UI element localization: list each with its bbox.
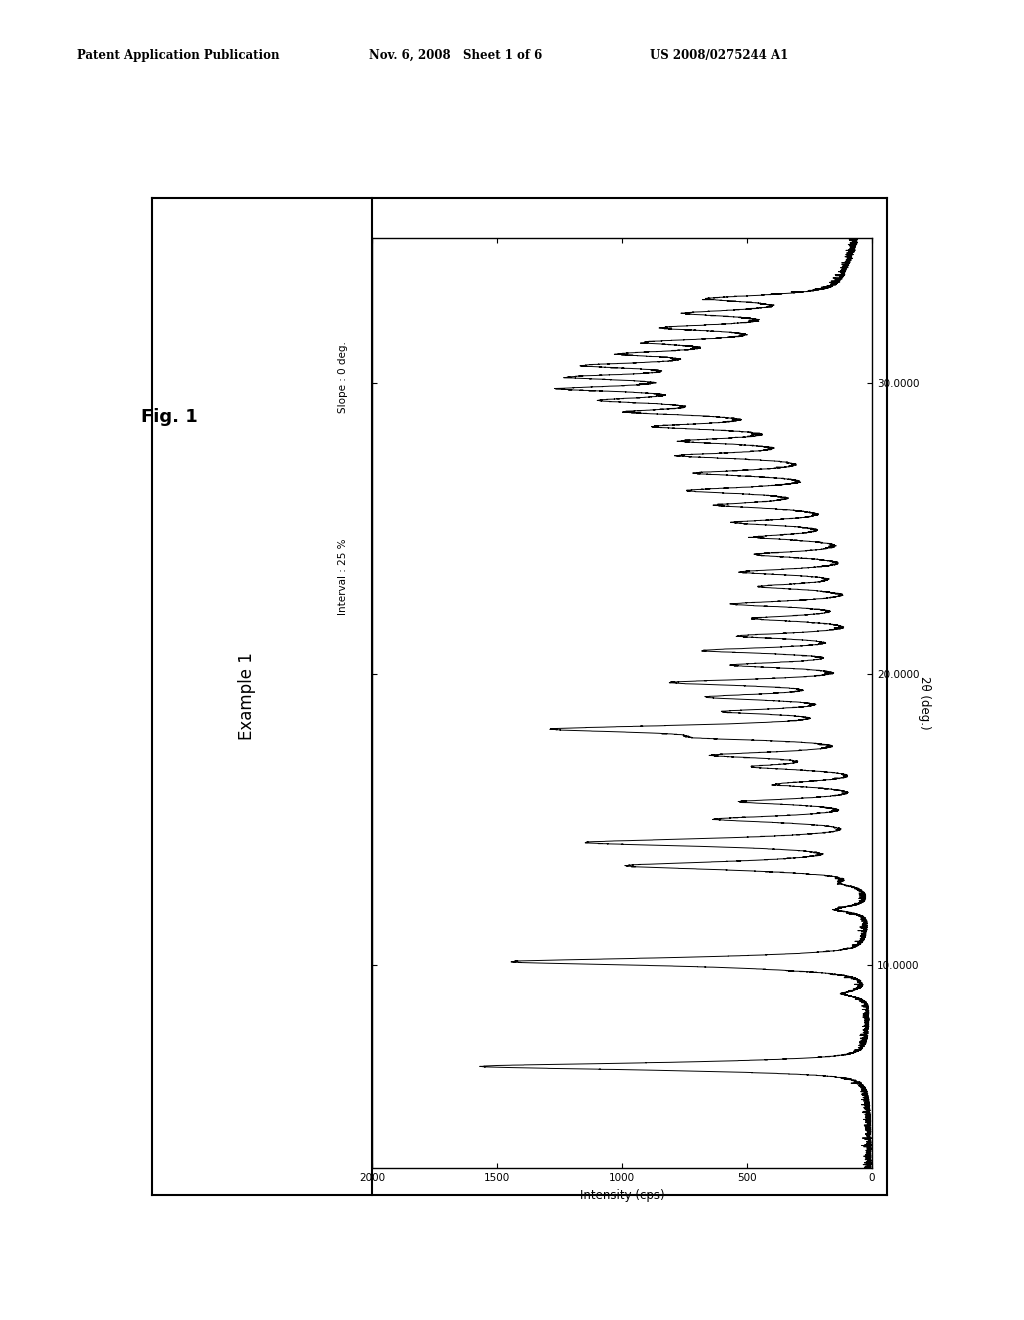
- Text: Fig. 1: Fig. 1: [141, 408, 198, 426]
- X-axis label: Intensity (cps): Intensity (cps): [580, 1188, 665, 1201]
- Text: Interval : 25 %: Interval : 25 %: [338, 539, 348, 615]
- Text: Patent Application Publication: Patent Application Publication: [77, 49, 280, 62]
- Text: Slope : 0 deg.: Slope : 0 deg.: [338, 342, 348, 413]
- Text: US 2008/0275244 A1: US 2008/0275244 A1: [650, 49, 788, 62]
- Text: Nov. 6, 2008   Sheet 1 of 6: Nov. 6, 2008 Sheet 1 of 6: [369, 49, 542, 62]
- Y-axis label: 2θ (deg.): 2θ (deg.): [918, 676, 931, 730]
- Text: Example 1: Example 1: [239, 652, 256, 741]
